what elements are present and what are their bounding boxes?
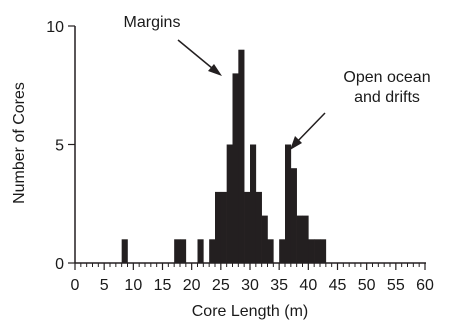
x-tick-label: 35 <box>270 277 288 294</box>
histogram-bar <box>250 144 257 263</box>
annotation-open-ocean-line1: Open ocean <box>343 69 430 86</box>
x-tick-label: 5 <box>100 277 109 294</box>
histogram-bar <box>267 239 274 263</box>
histogram-bar <box>197 239 204 263</box>
x-tick-label: 10 <box>124 277 142 294</box>
histogram-bar <box>285 144 292 263</box>
x-tick-label: 45 <box>329 277 347 294</box>
x-tick-label: 25 <box>212 277 230 294</box>
histogram-bar <box>290 168 297 263</box>
x-tick-label: 60 <box>416 277 434 294</box>
histogram-bar <box>226 144 233 263</box>
histogram-bar <box>308 239 315 263</box>
bars-group <box>121 49 327 264</box>
annotation-open-ocean-arrow <box>293 112 326 146</box>
histogram-bar <box>320 239 327 263</box>
histogram-bar <box>302 215 309 263</box>
histogram-bar <box>255 191 262 263</box>
histogram-bar <box>220 191 227 263</box>
histogram-bar <box>215 191 222 263</box>
x-tick-label: 20 <box>183 277 201 294</box>
y-axis-title: Number of Cores <box>11 82 28 204</box>
x-tick-label: 0 <box>71 277 80 294</box>
histogram-bar <box>121 239 128 263</box>
annotation-margins-arrowhead <box>208 64 222 76</box>
histogram-bar <box>314 239 321 263</box>
y-axis-ticks: 0 5 10 <box>46 19 75 273</box>
x-tick-label: 40 <box>299 277 317 294</box>
histogram-bar <box>232 73 239 264</box>
histogram-bar <box>279 239 286 263</box>
y-tick-label: 0 <box>55 256 64 273</box>
histogram-bar <box>238 49 245 264</box>
x-tick-label: 50 <box>358 277 376 294</box>
annotation-margins: Margins <box>124 14 181 31</box>
x-tick-label: 15 <box>154 277 172 294</box>
y-tick-label: 5 <box>55 138 64 155</box>
histogram-bar <box>261 215 268 263</box>
histogram-bar <box>180 239 187 263</box>
histogram-bar <box>209 239 216 263</box>
y-tick-label: 10 <box>46 19 64 36</box>
x-tick-label: 55 <box>387 277 405 294</box>
annotation-open-ocean-line2: and drifts <box>354 89 420 106</box>
x-tick-label: 30 <box>241 277 259 294</box>
annotation-open-ocean-arrowhead <box>290 136 302 150</box>
histogram-bar <box>244 191 251 263</box>
x-axis-title: Core Length (m) <box>192 303 309 320</box>
x-axis-ticks: 0 5 10 15 20 25 30 35 40 45 50 55 60 <box>71 263 434 294</box>
histogram-bar <box>296 215 303 263</box>
histogram-bar <box>174 239 181 263</box>
